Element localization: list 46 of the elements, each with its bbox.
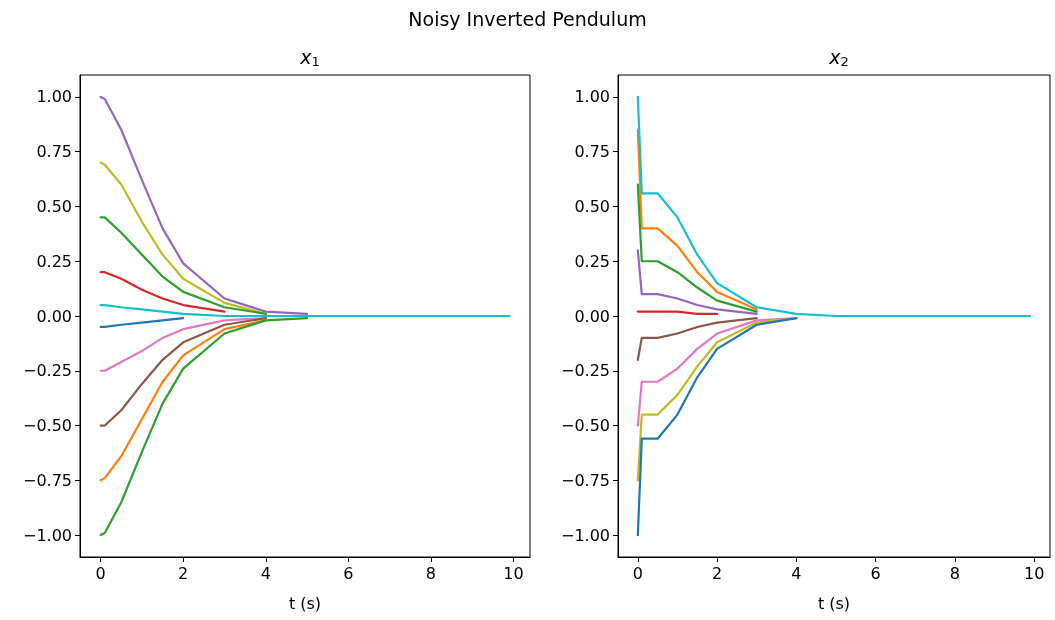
x-tick-label: 6 <box>343 563 354 583</box>
x-axis-title: t (s) <box>817 593 851 613</box>
y-tick-label: −0.50 <box>22 416 72 436</box>
x-tick-label: 10 <box>1023 563 1045 583</box>
line-series <box>636 183 758 313</box>
y-tick-label: 0.50 <box>574 196 610 216</box>
line-series <box>99 317 185 329</box>
line-series <box>99 317 309 537</box>
x-tick-label: 2 <box>178 563 189 583</box>
x-axis-title: t (s) <box>288 593 322 613</box>
line-series <box>636 317 758 361</box>
x-tick-label: 0 <box>632 563 643 583</box>
y-tick-label: −0.75 <box>560 470 610 490</box>
line-series <box>636 128 758 311</box>
x-tick-label: 4 <box>791 563 802 583</box>
y-tick-label: −1.00 <box>22 525 72 545</box>
line-series <box>636 249 758 315</box>
text: Noisy Inverted Pendulum <box>407 8 648 30</box>
y-tick-label: 0.25 <box>574 251 610 271</box>
x-tick-label: 6 <box>870 563 881 583</box>
line-series <box>99 271 226 313</box>
line-series <box>99 303 511 318</box>
x-tick-label: 10 <box>503 563 524 583</box>
y-tick-label: 1.00 <box>574 87 610 107</box>
y-tick-label: 0.75 <box>36 142 72 162</box>
y-tick-label: −1.00 <box>560 525 610 545</box>
y-tick-label: −0.75 <box>22 470 72 490</box>
x-tick-label: 8 <box>425 563 437 583</box>
y-tick-label: 0.50 <box>36 196 72 216</box>
line-series <box>99 317 267 427</box>
x-tick-label: 0 <box>95 563 106 583</box>
line-series <box>636 95 1032 318</box>
y-tick-label: 0.00 <box>36 306 72 326</box>
y-tick-label: 0.75 <box>574 142 610 162</box>
x-tick-label: 4 <box>260 563 271 583</box>
y-tick-label: −0.25 <box>22 361 72 381</box>
line-series <box>99 95 309 315</box>
y-tick-label: 0.25 <box>36 251 72 271</box>
y-tick-label: 0.00 <box>574 306 610 326</box>
line-series <box>636 317 798 537</box>
y-tick-label: −0.25 <box>560 361 610 381</box>
x-tick-label: 2 <box>711 563 723 583</box>
line-series <box>99 216 267 315</box>
y-tick-label: −0.50 <box>560 416 610 436</box>
y-tick-label: 1.00 <box>36 87 72 107</box>
x-tick-label: 8 <box>949 563 960 583</box>
